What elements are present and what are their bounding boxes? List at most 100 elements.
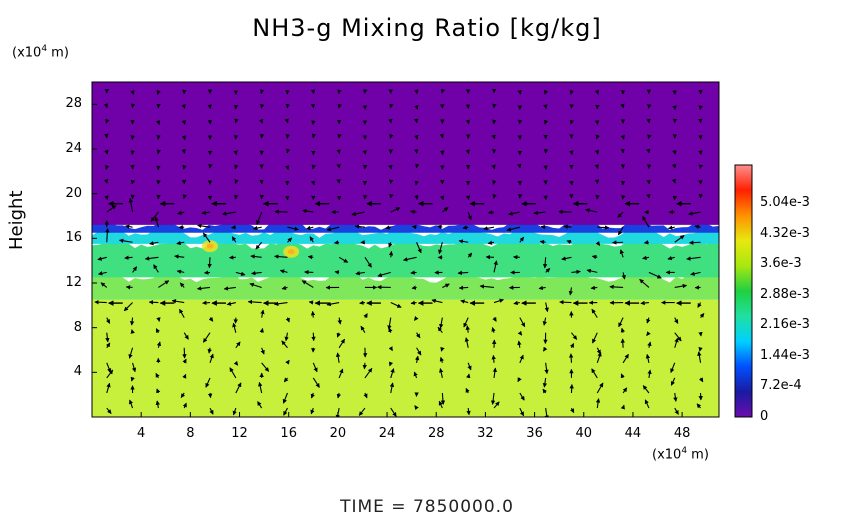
wind-vector-89 (207, 392, 213, 399)
wind-vector-162 (281, 285, 288, 291)
wind-vector-365 (508, 211, 520, 216)
wind-vector-138 (260, 309, 265, 318)
x-tick-label-20: 20 (329, 426, 347, 441)
wind-vector-159 (284, 332, 289, 342)
wind-vector-386 (540, 224, 546, 230)
wind-vector-16 (104, 165, 110, 170)
wind-vector-439 (594, 89, 600, 95)
wind-vector-245 (388, 361, 394, 367)
wind-vector-287 (440, 392, 446, 405)
wind-vector-298 (437, 224, 443, 230)
wind-vector-144 (252, 225, 262, 231)
y-tick-label-20: 20 (65, 185, 82, 201)
wind-vector-496 (667, 225, 675, 230)
wind-vector-376 (542, 377, 548, 388)
wind-vector-205 (326, 301, 340, 307)
wind-vector-233 (351, 211, 366, 217)
wind-vector-279 (414, 180, 419, 186)
colorbar-label-3: 2.16e-3 (760, 317, 810, 333)
wind-vector-226 (363, 313, 368, 319)
wind-vector-31 (132, 266, 138, 273)
wind-vector-485 (673, 392, 678, 402)
wind-vector-443 (622, 353, 629, 364)
wind-vector-100 (197, 223, 211, 229)
wind-vector-25 (131, 362, 137, 373)
wind-vector-315 (460, 299, 469, 304)
wind-vector-494 (667, 255, 675, 261)
x-tick-label-4: 4 (137, 426, 146, 441)
wind-vector-161 (273, 301, 288, 307)
wind-vector-170 (285, 165, 290, 170)
wind-vector-332 (492, 367, 498, 378)
wind-vector-308 (466, 407, 471, 416)
wind-vector-515 (690, 271, 701, 276)
wind-vector-50 (156, 317, 161, 322)
wind-vector-363 (519, 236, 525, 243)
wind-vector-249 (390, 302, 402, 308)
wind-vector-208 (338, 256, 349, 263)
wind-vector-275 (416, 242, 422, 254)
mixing-ratio-field (92, 82, 719, 417)
wind-vector-510 (698, 346, 703, 352)
wind-vector-293 (431, 298, 443, 304)
wind-vector-405 (571, 269, 581, 275)
wind-vector-99 (202, 232, 211, 243)
x-tick-label-36: 36 (526, 426, 543, 441)
wind-vector-209 (333, 240, 340, 245)
wind-vector-91 (209, 353, 214, 364)
wind-vector-255 (390, 207, 401, 213)
colorbar-label-5: 3.6e-3 (760, 256, 802, 272)
wind-vector-156 (283, 377, 289, 383)
wind-vector-139 (247, 299, 262, 305)
wind-vector-135 (261, 362, 270, 372)
wind-vector-427 (586, 268, 598, 274)
wind-vector-6 (105, 317, 111, 324)
colorbar (734, 164, 753, 418)
wind-vector-167 (274, 209, 288, 214)
wind-vector-93 (202, 332, 211, 343)
wind-vector-244 (390, 368, 395, 379)
x-tick-label-28: 28 (427, 426, 445, 441)
wind-vector-377 (544, 362, 549, 375)
wind-vector-117 (226, 301, 236, 306)
wind-vector-145 (256, 211, 263, 225)
wind-vector-165 (287, 237, 293, 243)
wind-vector-264 (414, 405, 419, 411)
wind-vector-501 (672, 149, 677, 155)
wind-vector-375 (542, 388, 547, 394)
wind-vector-335 (491, 327, 496, 333)
wind-vector-518 (694, 224, 701, 229)
wind-vector-418 (595, 398, 601, 409)
wind-vector-387 (533, 210, 546, 216)
wind-vector-160 (285, 317, 290, 323)
wind-vector-396 (570, 407, 575, 414)
wind-vector-77 (176, 240, 185, 246)
wind-vector-4 (105, 342, 111, 349)
wind-vector-221 (363, 392, 368, 399)
wind-vector-506 (696, 403, 702, 409)
y-tick-label-28: 28 (65, 96, 82, 112)
wind-vector-346 (491, 164, 496, 170)
wind-vector-141 (251, 270, 262, 276)
wind-vector-292 (439, 317, 444, 329)
wind-vector-353 (519, 392, 525, 401)
wind-vector-30 (125, 285, 133, 290)
wind-vector-385 (539, 239, 546, 245)
wind-vector-374 (544, 407, 549, 417)
wind-vector-484 (674, 407, 679, 415)
wind-vector-182 (310, 310, 316, 318)
wind-vector-269 (415, 332, 421, 339)
wind-vector-85 (181, 119, 187, 125)
wind-vector-314 (463, 317, 469, 328)
wind-vector-294 (442, 283, 450, 288)
wind-vector-5 (105, 332, 110, 343)
wind-vector-248 (387, 317, 392, 330)
wind-vector-382 (538, 285, 546, 291)
wind-vector-338 (479, 284, 495, 289)
wind-vector-177 (310, 392, 315, 399)
wind-vector-380 (542, 317, 547, 326)
wind-vector-72 (179, 308, 185, 318)
wind-vector-17 (104, 149, 109, 155)
wind-vector-251 (377, 271, 391, 278)
wind-vector-465 (645, 353, 651, 363)
